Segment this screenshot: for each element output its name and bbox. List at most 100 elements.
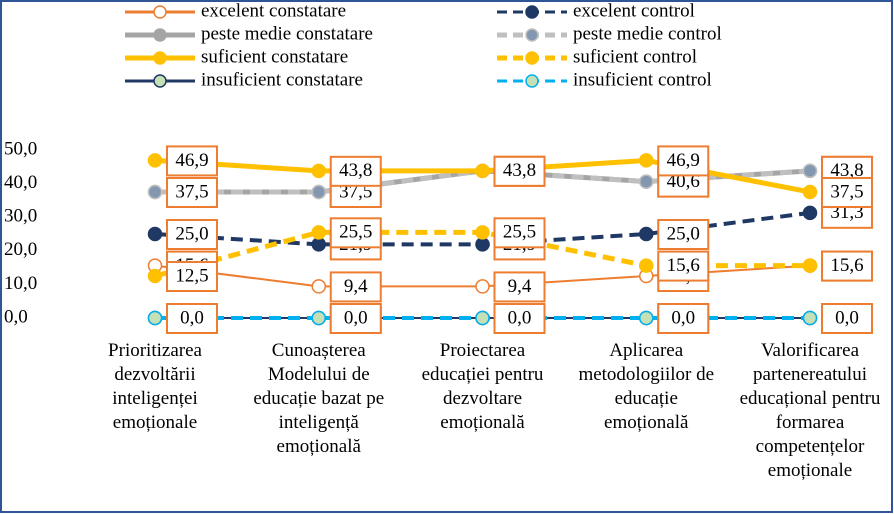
data-label: 43,8: [830, 160, 863, 181]
data-label: 46,9: [667, 150, 700, 171]
data-label-box: [166, 177, 218, 208]
data-label-box: [657, 250, 710, 282]
x-tick-line: emoționale: [113, 412, 197, 433]
point-marker: [639, 226, 654, 242]
x-tick-line: Aplicarea: [609, 340, 683, 361]
data-label: 0,0: [835, 307, 859, 328]
y-tick-label: 20,0: [4, 239, 37, 260]
x-tick-line: dezvoltare: [443, 388, 522, 409]
legend-label: suficient constatare: [201, 46, 348, 67]
legend-label: peste medie control: [573, 23, 722, 44]
data-label-box: [493, 303, 546, 334]
data-label: 46,9: [175, 150, 208, 171]
x-tick-line: Modelului de: [268, 364, 370, 385]
point-marker: [311, 163, 326, 179]
point-marker: [475, 225, 490, 240]
data-label: 43,8: [339, 160, 372, 181]
point-marker: [475, 279, 490, 294]
point-marker: [147, 310, 163, 326]
x-tick-line: partenereatului: [753, 364, 867, 385]
point-marker: [639, 174, 654, 189]
legend-marker: [153, 74, 167, 88]
legend-marker: [525, 5, 539, 19]
y-tick-label: 0,0: [4, 306, 28, 327]
legend-marker: [153, 28, 167, 42]
x-tick-line: educațional pentru: [740, 388, 881, 409]
x-tick-line: dezvoltării: [114, 364, 195, 385]
legend-label: excelent control: [573, 0, 695, 21]
point-marker: [147, 268, 163, 284]
point-marker: [311, 225, 326, 240]
data-label: 37,5: [175, 181, 208, 202]
legend-marker: [525, 74, 539, 88]
data-label-box: [329, 271, 382, 303]
x-tick-label: Cunoașterea Modelului de educație bazat pe…: [253, 340, 384, 457]
data-label: 15,6: [667, 255, 700, 276]
data-label-box: [657, 145, 710, 177]
data-label: 0,0: [180, 307, 204, 328]
y-tick-label: 40,0: [4, 172, 37, 193]
legend-marker: [153, 51, 167, 65]
data-label: 43,8: [503, 160, 536, 181]
data-label-box: [329, 155, 382, 187]
point-marker: [475, 310, 490, 326]
data-label-box: [657, 303, 710, 334]
point-marker: [147, 226, 163, 242]
data-label-box: [657, 219, 710, 250]
data-label: 0,0: [344, 307, 368, 328]
legend-marker: [153, 5, 167, 19]
data-label-box: [821, 303, 873, 334]
point-marker: [311, 184, 326, 200]
x-tick-line: educație bazat pe: [253, 388, 384, 409]
x-tick-line: educație: [615, 388, 678, 409]
x-tick-label: Valorificarea partenereatului educațional …: [740, 340, 881, 481]
x-tick-line: emoțională: [604, 412, 689, 433]
x-tick-line: emoțională: [440, 412, 525, 433]
data-label-box: [166, 145, 218, 177]
legend-label: peste medie constatare: [201, 23, 373, 44]
y-tick-label: 50,0: [4, 138, 37, 159]
x-tick-line: inteligență: [279, 412, 360, 433]
point-marker: [311, 279, 326, 294]
data-label-box: [493, 217, 546, 249]
point-marker: [639, 153, 654, 168]
data-label-box: [329, 217, 382, 249]
data-label-box: [493, 155, 546, 187]
y-tick-label: 10,0: [4, 273, 37, 294]
data-label: 37,5: [830, 181, 863, 202]
x-tick-line: formarea: [776, 412, 845, 433]
x-tick-line: educației pentru: [422, 364, 544, 385]
x-tick-line: Proiectarea: [440, 340, 526, 361]
data-label: 0,0: [508, 307, 532, 328]
point-marker: [147, 184, 163, 200]
x-tick-label: Prioritizarea dezvoltării inteligenței emoț…: [108, 340, 202, 433]
x-tick-line: Cunoașterea: [272, 340, 366, 361]
legend-label: suficient control: [573, 46, 697, 67]
data-label: 0,0: [671, 307, 695, 328]
data-label-box: [166, 261, 218, 292]
point-marker: [802, 258, 818, 273]
data-label: 12,5: [175, 265, 208, 286]
legend-label: excelent constatare: [201, 0, 346, 21]
data-label: 9,4: [344, 276, 368, 297]
point-marker: [311, 237, 326, 252]
data-label: 25,5: [339, 222, 372, 243]
x-tick-label: Aplicarea metodologiilor de educație emoțio…: [578, 340, 714, 433]
data-label-box: [821, 177, 873, 208]
legend-label: insuficient constatare: [201, 69, 363, 90]
point-marker: [802, 310, 818, 326]
point-marker: [802, 184, 818, 200]
data-label-box: [166, 219, 218, 250]
legend-label: insuficient control: [573, 69, 712, 90]
point-marker: [639, 258, 654, 273]
data-label-box: [493, 271, 546, 303]
data-label: 15,6: [830, 255, 863, 276]
point-marker: [802, 163, 818, 179]
x-tick-line: Prioritizarea: [108, 340, 202, 361]
point-marker: [311, 310, 326, 326]
x-tick-line: inteligenței: [112, 388, 197, 409]
y-tick-label: 30,0: [4, 206, 37, 227]
point-marker: [639, 310, 654, 326]
